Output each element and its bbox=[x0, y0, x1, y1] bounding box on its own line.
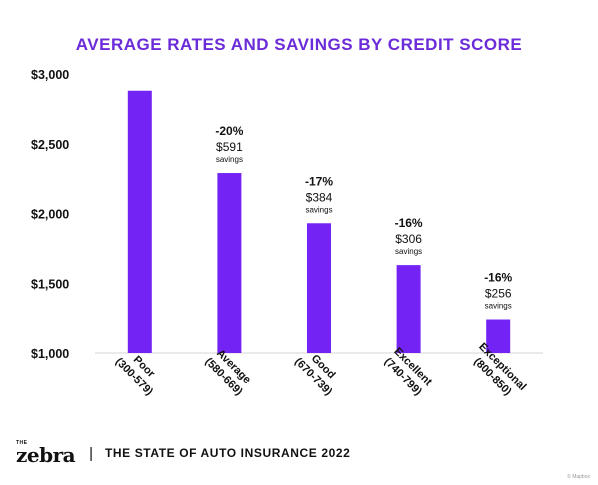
y-tick-label: $1,500 bbox=[31, 277, 69, 291]
data-label-savings: savings bbox=[305, 205, 332, 214]
data-label-percent: -17% bbox=[305, 174, 333, 188]
y-tick-label: $1,000 bbox=[31, 347, 69, 361]
data-label-savings: savings bbox=[216, 155, 243, 164]
data-label-amount: $256 bbox=[485, 287, 512, 301]
y-tick-label: $2,500 bbox=[31, 138, 69, 152]
data-label-percent: -16% bbox=[484, 271, 512, 285]
data-label-amount: $591 bbox=[216, 140, 243, 154]
logo-wordmark: zebra bbox=[16, 443, 76, 467]
data-label-amount: $384 bbox=[306, 190, 333, 204]
map-credit: © Mapbox bbox=[567, 474, 590, 480]
logo-the-text: THE bbox=[16, 440, 28, 446]
bar bbox=[396, 265, 421, 353]
bar bbox=[486, 319, 511, 353]
footer-report-title: THE STATE OF AUTO INSURANCE 2022 bbox=[104, 446, 351, 460]
x-tick-label: Average(580-669) bbox=[203, 346, 255, 398]
footer: THE zebra | THE STATE OF AUTO INSURANCE … bbox=[16, 440, 351, 467]
data-label-savings: savings bbox=[395, 247, 422, 256]
y-tick-label: $3,000 bbox=[31, 68, 69, 82]
x-tick-label: Good(670-739) bbox=[292, 346, 344, 398]
data-label-percent: -16% bbox=[395, 216, 423, 230]
data-label-amount: $306 bbox=[395, 232, 422, 246]
zebra-logo: THE zebra bbox=[16, 440, 76, 467]
bar bbox=[127, 90, 152, 354]
chart-title: AVERAGE RATES AND SAVINGS BY CREDIT SCOR… bbox=[75, 35, 523, 54]
y-tick-label: $2,000 bbox=[31, 208, 69, 222]
bar bbox=[307, 223, 331, 353]
bar bbox=[217, 173, 242, 353]
x-tick-label: Poor(300-579) bbox=[113, 346, 165, 398]
data-label-percent: -20% bbox=[215, 124, 243, 138]
footer-separator: | bbox=[89, 444, 93, 462]
data-label-savings: savings bbox=[485, 302, 512, 311]
